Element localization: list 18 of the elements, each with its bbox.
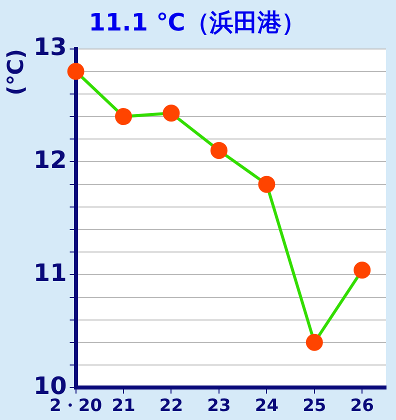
x-tick-label: 24 — [254, 396, 279, 416]
x-tick-label: 25 — [302, 396, 326, 416]
x-tick-label: 21 — [112, 396, 136, 416]
point — [258, 176, 276, 193]
chart-title: 11.1 ℃（浜田港） — [88, 8, 306, 37]
x-tick-label: 23 — [207, 396, 231, 416]
point — [162, 104, 180, 122]
point — [115, 108, 132, 126]
point — [210, 142, 228, 159]
y-tick-label: 12 — [33, 146, 67, 174]
y-tick-label: 13 — [33, 33, 67, 62]
x-tick-label: 22 — [159, 396, 184, 416]
point — [354, 262, 371, 279]
x-tick-label: 26 — [350, 396, 374, 416]
point — [67, 62, 84, 80]
point — [306, 334, 323, 351]
y-axis-title: (℃) — [4, 48, 29, 96]
y-tick-label: 11 — [33, 258, 67, 287]
